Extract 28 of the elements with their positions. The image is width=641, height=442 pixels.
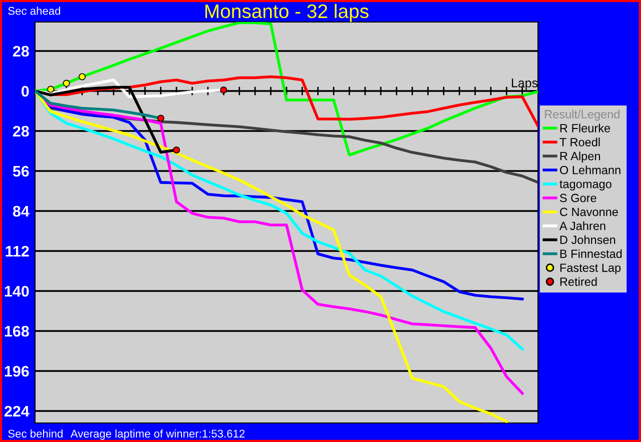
y-tick-label: 28	[12, 46, 29, 57]
y-tick-label: 0	[22, 86, 29, 97]
legend-label: A Jahren	[559, 221, 606, 230]
text: Average laptime of winner:1:53.612	[70, 429, 245, 440]
legend-label: C Navonne	[560, 208, 618, 216]
y-tick-label: 28	[12, 126, 29, 137]
y-tick-label: 84	[12, 206, 30, 217]
legend-label: R Fleurke	[560, 124, 610, 132]
y-tick-label: 196	[4, 366, 29, 377]
legend-label: O Lehmann	[560, 166, 620, 174]
legend-label: B Finnestad	[560, 249, 622, 258]
x-axis-title: Laps	[512, 78, 538, 90]
y-tick-label: 224	[4, 406, 30, 417]
y-tick-label: 140	[4, 286, 29, 297]
y-tick-label: 56	[12, 166, 29, 177]
legend-label: R Alpen	[560, 152, 600, 163]
legend-title: Result/Legend	[545, 110, 620, 121]
y-tick-label: 168	[4, 326, 29, 337]
y-axis-title: Sec ahead	[8, 6, 60, 15]
text: Sec behind	[8, 429, 63, 438]
legend-label: Fastest Lap	[560, 264, 621, 274]
legend-label: T Roedl	[560, 138, 600, 146]
y-tick-label: 112	[6, 246, 29, 257]
legend-label: S Gore	[560, 194, 596, 202]
chart-title: Monsanto - 32 laps	[205, 4, 368, 22]
legend-label: Retired	[560, 277, 597, 286]
legend-label: D Johnsen	[560, 235, 616, 244]
legend-label: tagomago	[560, 180, 612, 191]
